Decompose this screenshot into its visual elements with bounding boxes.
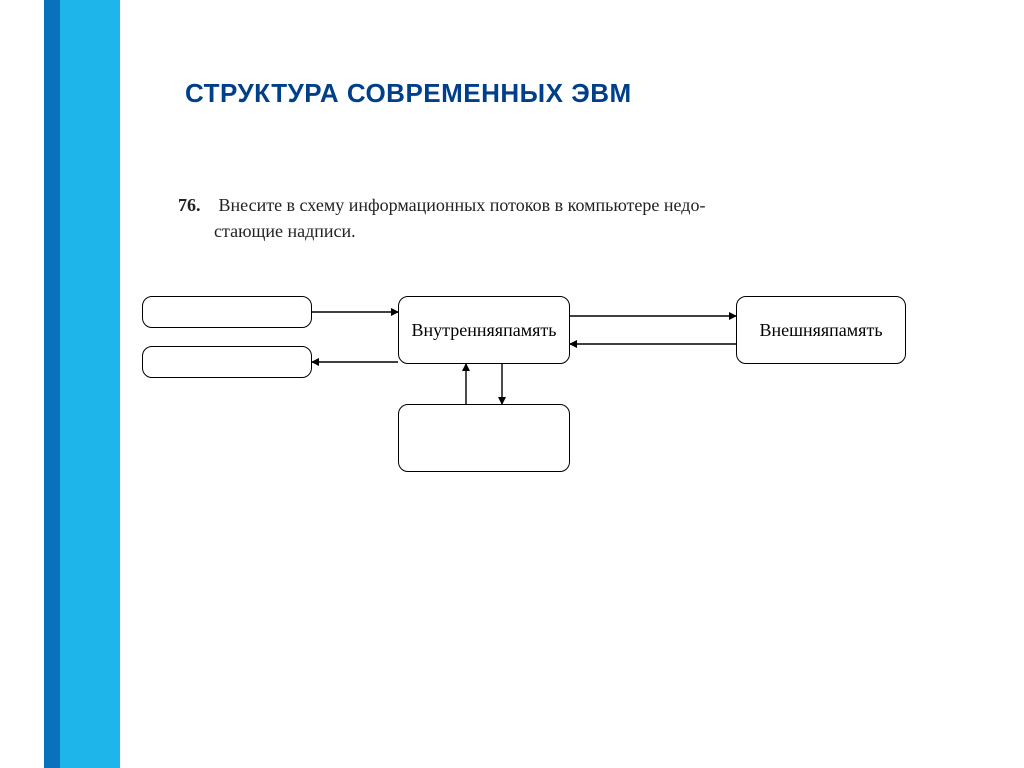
node-right: Внешняяпамять xyxy=(736,296,906,364)
node-bottom xyxy=(398,404,570,472)
sidebar-accent xyxy=(44,0,120,768)
node-label-line: Внутренняя xyxy=(412,319,504,342)
node-label-line: Внешняя xyxy=(759,319,829,342)
exercise-prompt: 76. Внесите в схему информационных поток… xyxy=(178,192,898,244)
node-label-line: память xyxy=(829,319,882,342)
sidebar-stripe-dark xyxy=(44,0,60,768)
node-center: Внутренняяпамять xyxy=(398,296,570,364)
node-label-line: память xyxy=(503,319,556,342)
page-title: СТРУКТУРА СОВРЕМЕННЫХ ЭВМ xyxy=(185,78,632,109)
exercise-number: 76. xyxy=(178,192,214,218)
sidebar-stripe-light xyxy=(60,0,120,768)
node-left-bottom xyxy=(142,346,312,378)
node-left-top xyxy=(142,296,312,328)
exercise-text-line1: Внесите в схему информационных потоков в… xyxy=(219,195,706,215)
exercise-text-line2: стающие надписи. xyxy=(214,218,898,244)
flow-arrows xyxy=(0,0,1024,768)
